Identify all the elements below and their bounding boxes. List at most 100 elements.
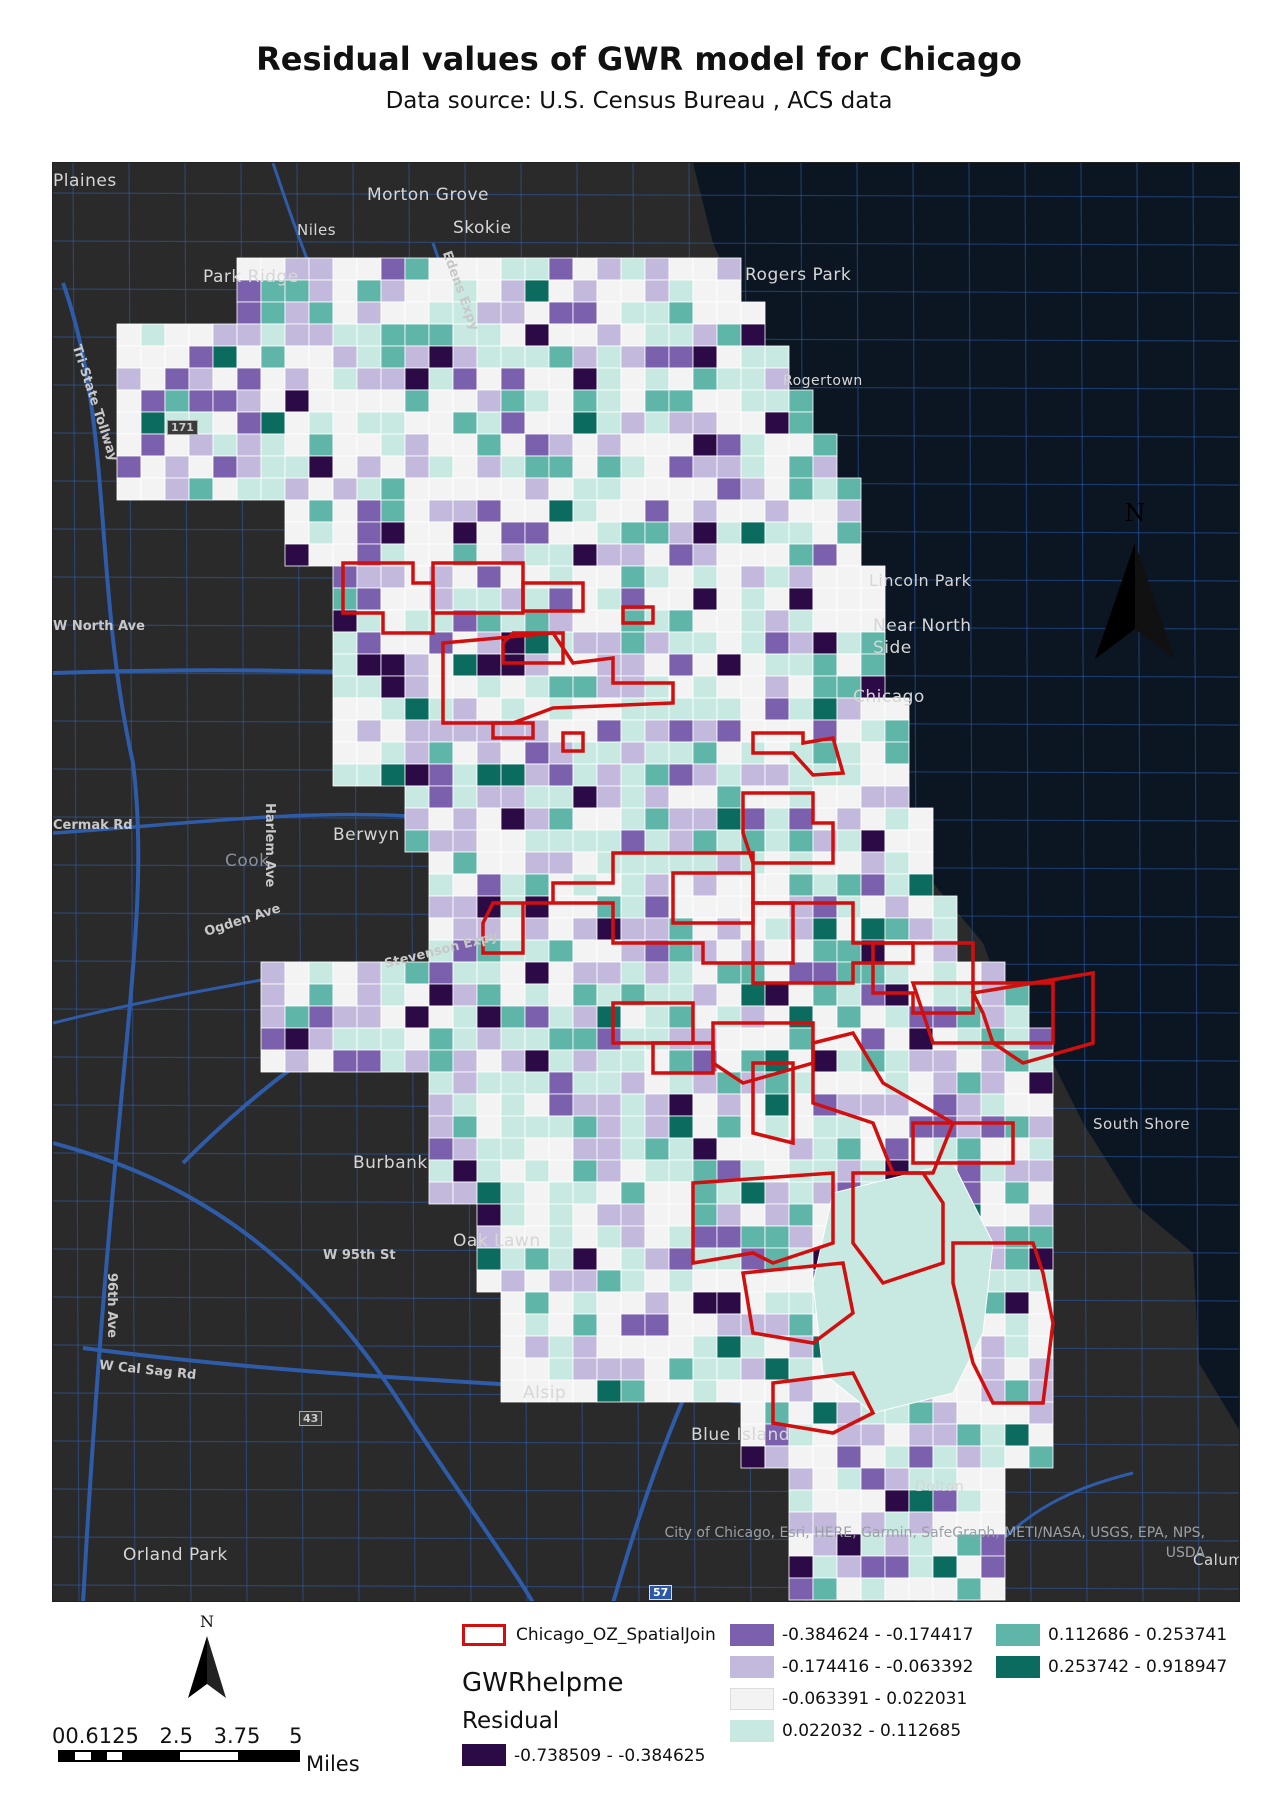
census-tract [596,697,622,721]
census-tract [476,257,502,281]
census-tract [1004,1379,1030,1403]
census-tract [836,829,862,853]
census-tract [668,389,694,413]
census-tract [596,1093,622,1117]
census-tract [836,565,862,589]
census-tract [548,1071,574,1095]
census-tract [764,829,790,853]
census-tract [572,367,598,391]
census-tract [620,1093,646,1117]
legend-label: -0.174416 - -0.063392 [782,1657,974,1677]
highway-shield: 43 [299,1411,323,1426]
census-tract [668,829,694,853]
census-tract [428,499,454,523]
census-tract [476,873,502,897]
census-tract [932,895,958,919]
census-tract [572,1005,598,1029]
census-tract [500,873,526,897]
census-tract [476,1027,502,1051]
census-tract [332,697,358,721]
census-tract [740,609,766,633]
census-tract [644,433,670,457]
census-tract [764,499,790,523]
census-tract [812,1401,838,1425]
census-tract [764,521,790,545]
census-tract [812,433,838,457]
census-tract [812,477,838,501]
census-tract [692,1379,718,1403]
legend-swatch [996,1624,1040,1646]
census-tract [428,1137,454,1161]
census-tract [332,653,358,677]
census-tract [236,345,262,369]
census-tract [884,961,910,985]
census-tract [236,389,262,413]
census-tract [956,1005,982,1029]
road-label: Cermak Rd [53,818,133,833]
census-tract [620,873,646,897]
census-tract [716,675,742,699]
census-tract [188,433,214,457]
census-tract [716,609,742,633]
census-tract [788,675,814,699]
census-tract [812,961,838,985]
census-tract [308,455,334,479]
census-tract [812,609,838,633]
census-tract [476,1181,502,1205]
census-tract [764,1357,790,1381]
census-tract [572,631,598,655]
census-tract [476,565,502,589]
census-tract [644,961,670,985]
place-label: Calumet City [1193,1551,1239,1569]
census-tract [788,1291,814,1315]
census-tract [140,477,166,501]
census-tract [812,1137,838,1161]
census-tract [836,785,862,809]
census-tract [476,1137,502,1161]
census-tract [668,543,694,567]
census-tract [548,1247,574,1271]
census-tract [692,279,718,303]
census-tract [452,1005,478,1029]
census-tract [788,1225,814,1249]
census-tract [428,917,454,941]
census-tract [380,587,406,611]
census-tract [524,1291,550,1315]
census-tract [524,1005,550,1029]
census-tract [596,1137,622,1161]
north-label-small: N [200,1612,214,1631]
census-tract [884,983,910,1007]
census-tract [692,323,718,347]
census-tract [332,499,358,523]
place-label: Burbank [353,1153,428,1173]
scale-bar [58,1750,300,1762]
census-tract [188,367,214,391]
census-tract [812,1162,994,1414]
census-tract [596,873,622,897]
scale-tick-labels: 00.6125 2.5 3.75 5 [52,1724,302,1748]
census-tract [572,345,598,369]
census-tract [524,1049,550,1073]
census-tract [596,257,622,281]
census-tract [932,961,958,985]
census-tract [692,1313,718,1337]
census-tract [548,1181,574,1205]
map-frame: Plaines Morton Grove Niles Skokie Park R… [52,162,1240,1602]
census-tract [980,1203,1006,1227]
census-tract [644,1203,670,1227]
census-tract [548,1159,574,1183]
census-tract [356,455,382,479]
census-tract [548,1357,574,1381]
census-tract [164,345,190,369]
road [1080,163,1088,1601]
census-tract [716,367,742,391]
census-tract [524,1313,550,1337]
legend-label: -0.063391 - 0.022031 [782,1689,968,1709]
road [53,192,1239,198]
census-tract [1004,1005,1030,1029]
road [1136,163,1144,1601]
census-tract [428,1093,454,1117]
census-tract [548,1005,574,1029]
census-tract [812,455,838,479]
census-tract [692,1203,718,1227]
